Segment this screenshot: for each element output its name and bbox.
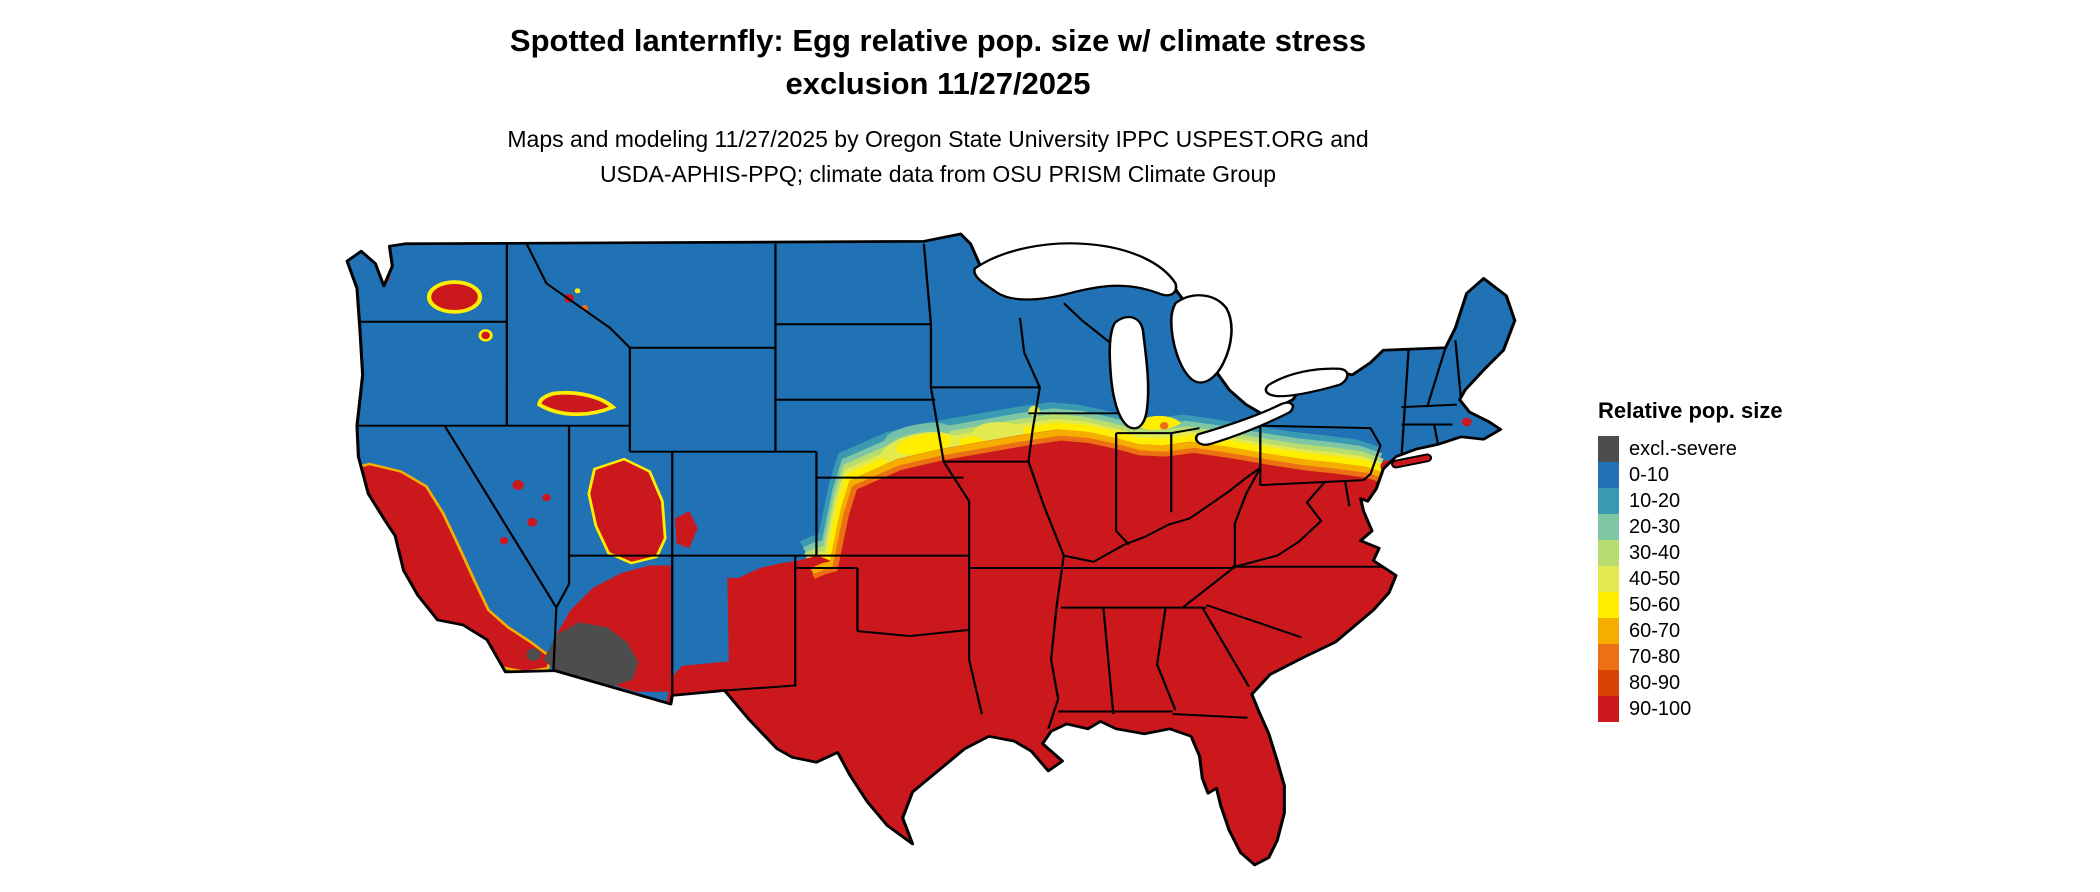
legend-label-v40: 40-50: [1629, 567, 1681, 590]
legend-swatch-v10: [1598, 488, 1619, 514]
west-colorado-patch: [675, 511, 698, 549]
nevada-valley-patch-4: [542, 493, 551, 502]
legend-item-v90: 90-100: [1598, 696, 1783, 722]
nevada-valley-patch-3: [499, 537, 509, 545]
legend-swatch-v50: [1598, 592, 1619, 618]
state-borders-east: [969, 414, 1397, 719]
us-map-svg: [345, 232, 1517, 867]
title-line-2: exclusion 11/27/2025: [785, 65, 1091, 101]
legend-swatch-v60: [1598, 618, 1619, 644]
legend-item-v80: 80-90: [1598, 670, 1783, 696]
title-line-1: Spotted lanternfly: Egg relative pop. si…: [509, 23, 1367, 58]
legend-swatch-v0: [1598, 462, 1619, 488]
legend-label-v20: 20-30: [1629, 515, 1681, 538]
legend-item-v40: 40-50: [1598, 566, 1783, 592]
excl-severe-seca-dot: [526, 648, 541, 661]
legend-swatch-v40: [1598, 566, 1619, 592]
legend-label-v80: 80-90: [1629, 671, 1681, 694]
legend: Relative pop. size excl.-severe 0-10 10-20…: [1598, 398, 1783, 722]
legend-item-v30: 30-40: [1598, 540, 1783, 566]
legend-title: Relative pop. size: [1598, 398, 1783, 423]
great-lakes: [973, 242, 1349, 446]
state-borders: [347, 243, 1463, 730]
state-borders-west: [347, 243, 970, 702]
excl-severe-region: [543, 622, 639, 689]
credit-line-1: Maps and modeling 11/27/2025 by Oregon S…: [507, 126, 1369, 152]
us-risk-map: [316, 224, 1560, 886]
nevada-valley-patch-2: [527, 517, 538, 527]
lake-superior: [973, 242, 1178, 301]
legend-swatch-v20: [1598, 514, 1619, 540]
band-70-80: [812, 435, 1390, 579]
montana-valley-patch-3: [574, 288, 581, 294]
legend-item-v70: 70-80: [1598, 644, 1783, 670]
lake-huron: [1169, 294, 1233, 384]
legend-label-v30: 30-40: [1629, 541, 1681, 564]
state-borders-mississippi: [1018, 317, 1065, 730]
boston-red-patch: [1461, 417, 1472, 427]
lake-michigan: [1108, 315, 1150, 430]
legend-item-sev: excl.-severe: [1598, 436, 1783, 462]
columbia-basin-red: [426, 280, 483, 314]
legend-item-v20: 20-30: [1598, 514, 1783, 540]
lake-erie: [1194, 401, 1295, 446]
state-borders-plains: [724, 243, 1040, 715]
legend-label-sev: excl.-severe: [1629, 437, 1737, 460]
legend-item-v0: 0-10: [1598, 462, 1783, 488]
state-borders-newengland: [1400, 340, 1463, 455]
legend-label-v10: 10-20: [1629, 489, 1681, 512]
nevada-valley-patch-1: [512, 480, 524, 491]
legend-item-v50: 50-60: [1598, 592, 1783, 618]
legend-swatch-v30: [1598, 540, 1619, 566]
legend-swatch-sev: [1598, 436, 1619, 462]
utah-red-region: [587, 457, 667, 565]
legend-swatch-v70: [1598, 644, 1619, 670]
legend-swatch-v80: [1598, 670, 1619, 696]
legend-label-v90: 90-100: [1629, 697, 1692, 720]
legend-label-v50: 50-60: [1629, 593, 1681, 616]
legend-item-v10: 10-20: [1598, 488, 1783, 514]
legend-label-v60: 60-70: [1629, 619, 1681, 642]
long-island-red: [1393, 455, 1430, 467]
lake-ontario: [1264, 367, 1349, 398]
rio-grande-strip: [727, 577, 741, 663]
state-borders-midwest: [1028, 302, 1262, 563]
ne-oregon-patch: [478, 329, 493, 342]
legend-label-v70: 70-80: [1629, 645, 1681, 668]
legend-item-v60: 60-70: [1598, 618, 1783, 644]
south-michigan-orange-dot: [1159, 421, 1169, 430]
snake-river-plain-red: [537, 391, 617, 417]
map-title: Spotted lanternfly: Egg relative pop. si…: [0, 20, 1876, 106]
legend-swatch-v90: [1598, 696, 1619, 722]
legend-rows: excl.-severe 0-10 10-20 20-30 30-40 40-50 50-6…: [1598, 436, 1783, 722]
legend-label-v0: 0-10: [1629, 463, 1670, 486]
credit-line-2: USDA-APHIS-PPQ; climate data from OSU PR…: [599, 160, 1277, 187]
south-michigan-yellow-patch: [1138, 415, 1182, 430]
map-credits: Maps and modeling 11/27/2025 by Oregon S…: [0, 122, 1876, 191]
